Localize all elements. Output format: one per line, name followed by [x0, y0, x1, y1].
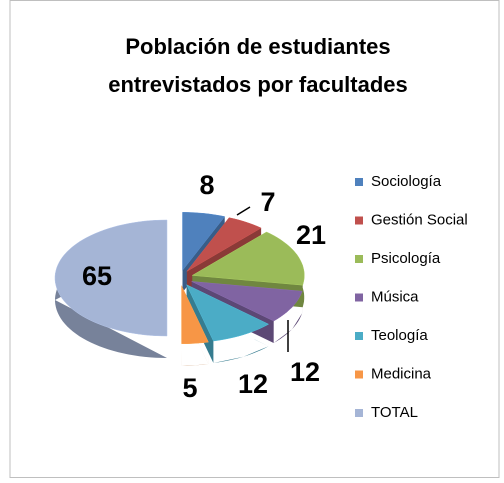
slice	[182, 212, 226, 272]
data-label: 12	[238, 369, 268, 399]
legend-swatch	[355, 332, 363, 340]
data-label: 8	[199, 170, 214, 200]
data-label: 5	[182, 373, 197, 403]
legend-label: TOTAL	[371, 404, 418, 421]
data-label: 7	[260, 187, 275, 217]
slice	[54, 219, 168, 337]
slice	[191, 281, 303, 322]
legend-label: Sociología	[371, 173, 442, 190]
legend-swatch	[355, 255, 363, 263]
chart-title: entrevistados por facultades	[108, 72, 408, 97]
chart-title: Población de estudiantes	[125, 34, 390, 59]
slice	[186, 284, 270, 342]
slice	[186, 217, 262, 272]
data-label: 65	[82, 261, 112, 291]
legend-swatch	[355, 293, 363, 302]
leader-line	[236, 206, 251, 216]
legend-swatch	[355, 409, 363, 417]
data-label: 21	[296, 220, 326, 250]
legend-label: Gestión Social	[371, 211, 468, 228]
legend-label: Teología	[371, 327, 428, 344]
legend-swatch	[355, 216, 363, 225]
data-label: 12	[290, 357, 320, 387]
legend-swatch	[355, 178, 363, 186]
legend-label: Música	[371, 288, 419, 305]
legend-label: Medicina	[371, 365, 432, 382]
slice	[191, 231, 305, 286]
legend-label: Psicología	[371, 250, 441, 267]
legend-swatch	[355, 370, 363, 379]
slice	[181, 285, 209, 344]
